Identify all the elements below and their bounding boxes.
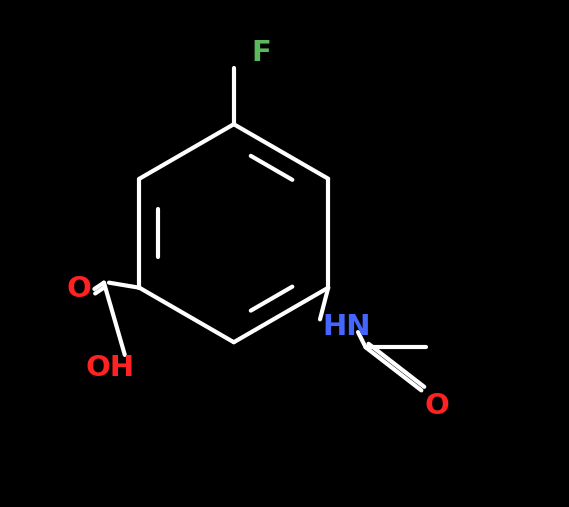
Text: F: F — [251, 39, 271, 67]
Text: OH: OH — [85, 353, 134, 382]
Text: HN: HN — [323, 313, 371, 341]
Text: O: O — [424, 391, 449, 420]
Text: O: O — [67, 275, 92, 303]
